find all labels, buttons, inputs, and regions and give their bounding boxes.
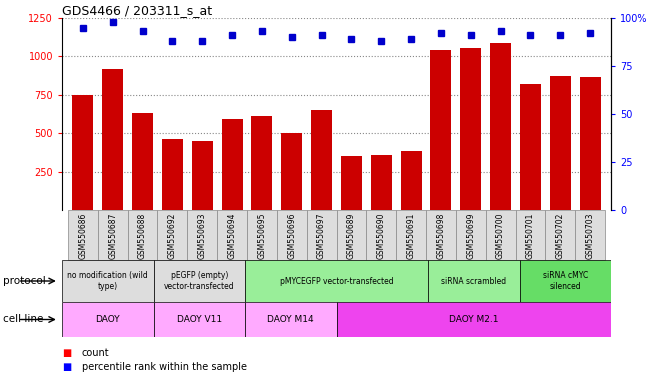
FancyBboxPatch shape xyxy=(98,210,128,260)
FancyBboxPatch shape xyxy=(337,210,367,260)
Text: ■: ■ xyxy=(62,362,71,372)
Text: protocol: protocol xyxy=(3,276,46,286)
FancyBboxPatch shape xyxy=(546,210,575,260)
Bar xyxy=(520,84,541,210)
FancyBboxPatch shape xyxy=(62,260,154,302)
Bar xyxy=(311,110,332,210)
Text: pEGFP (empty)
vector-transfected: pEGFP (empty) vector-transfected xyxy=(164,271,234,291)
Text: GSM550699: GSM550699 xyxy=(466,212,475,259)
FancyBboxPatch shape xyxy=(396,210,426,260)
Bar xyxy=(490,43,511,210)
FancyBboxPatch shape xyxy=(428,260,519,302)
Text: GSM550702: GSM550702 xyxy=(556,212,565,259)
FancyBboxPatch shape xyxy=(154,302,245,337)
FancyBboxPatch shape xyxy=(307,210,337,260)
FancyBboxPatch shape xyxy=(247,210,277,260)
Text: GSM550689: GSM550689 xyxy=(347,212,356,259)
FancyBboxPatch shape xyxy=(154,260,245,302)
Text: GSM550701: GSM550701 xyxy=(526,212,535,259)
FancyBboxPatch shape xyxy=(575,210,605,260)
Text: GSM550695: GSM550695 xyxy=(257,212,266,259)
FancyBboxPatch shape xyxy=(68,210,98,260)
Text: GDS4466 / 203311_s_at: GDS4466 / 203311_s_at xyxy=(62,4,212,17)
Text: ■: ■ xyxy=(62,348,71,358)
Text: GSM550700: GSM550700 xyxy=(496,212,505,259)
FancyBboxPatch shape xyxy=(158,210,187,260)
Text: GSM550692: GSM550692 xyxy=(168,212,177,259)
FancyBboxPatch shape xyxy=(187,210,217,260)
Bar xyxy=(102,69,123,210)
FancyBboxPatch shape xyxy=(128,210,158,260)
Text: GSM550694: GSM550694 xyxy=(228,212,236,259)
Bar xyxy=(460,48,481,210)
FancyBboxPatch shape xyxy=(245,260,428,302)
FancyBboxPatch shape xyxy=(519,260,611,302)
Text: DAOY M14: DAOY M14 xyxy=(268,315,314,324)
Text: GSM550688: GSM550688 xyxy=(138,212,147,259)
Text: GSM550697: GSM550697 xyxy=(317,212,326,259)
Text: GSM550693: GSM550693 xyxy=(198,212,207,259)
Text: GSM550686: GSM550686 xyxy=(78,212,87,259)
Text: no modification (wild
type): no modification (wild type) xyxy=(67,271,148,291)
Bar xyxy=(550,76,571,210)
Bar xyxy=(132,113,153,210)
Bar xyxy=(281,133,302,210)
FancyBboxPatch shape xyxy=(456,210,486,260)
FancyBboxPatch shape xyxy=(277,210,307,260)
Text: percentile rank within the sample: percentile rank within the sample xyxy=(81,362,247,372)
Text: GSM550698: GSM550698 xyxy=(436,212,445,259)
Text: siRNA scrambled: siRNA scrambled xyxy=(441,276,506,285)
FancyBboxPatch shape xyxy=(426,210,456,260)
FancyBboxPatch shape xyxy=(217,210,247,260)
Text: DAOY: DAOY xyxy=(96,315,120,324)
Text: DAOY M2.1: DAOY M2.1 xyxy=(449,315,499,324)
Bar xyxy=(221,119,243,210)
FancyBboxPatch shape xyxy=(245,302,337,337)
FancyBboxPatch shape xyxy=(486,210,516,260)
Text: siRNA cMYC
silenced: siRNA cMYC silenced xyxy=(543,271,588,291)
Bar xyxy=(430,50,451,210)
Text: cell line: cell line xyxy=(3,314,44,324)
Bar xyxy=(192,141,213,210)
Text: GSM550691: GSM550691 xyxy=(407,212,415,259)
Bar xyxy=(371,156,392,210)
Text: GSM550696: GSM550696 xyxy=(287,212,296,259)
Text: GSM550703: GSM550703 xyxy=(586,212,594,259)
Text: GSM550687: GSM550687 xyxy=(108,212,117,259)
Bar xyxy=(341,156,362,210)
Bar xyxy=(251,116,272,210)
Bar xyxy=(400,151,422,210)
Text: DAOY V11: DAOY V11 xyxy=(176,315,222,324)
Bar xyxy=(579,77,601,210)
Text: pMYCEGFP vector-transfected: pMYCEGFP vector-transfected xyxy=(280,276,393,285)
Bar xyxy=(72,95,93,210)
FancyBboxPatch shape xyxy=(516,210,546,260)
Text: GSM550690: GSM550690 xyxy=(377,212,386,259)
FancyBboxPatch shape xyxy=(62,302,154,337)
Text: count: count xyxy=(81,348,109,358)
FancyBboxPatch shape xyxy=(367,210,396,260)
Bar xyxy=(162,139,183,210)
FancyBboxPatch shape xyxy=(337,302,611,337)
